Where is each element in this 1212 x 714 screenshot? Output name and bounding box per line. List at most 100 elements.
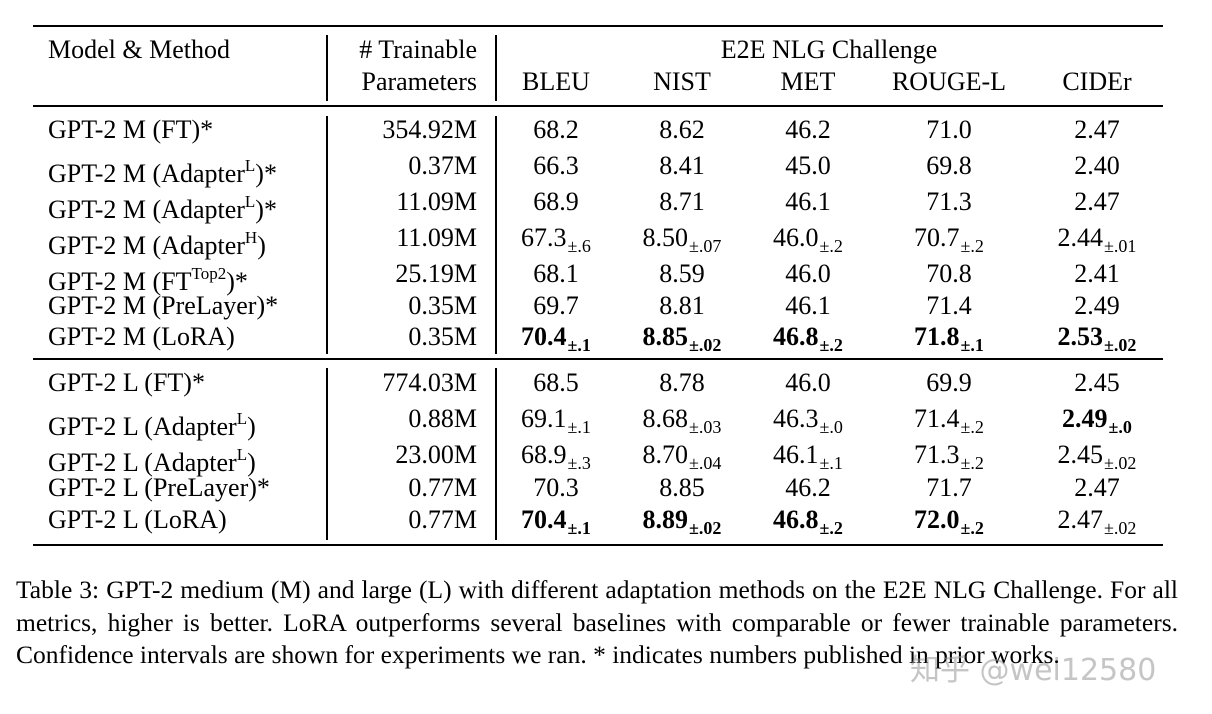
- cell-value: 46.0: [773, 223, 819, 252]
- cell-value: 46.2: [785, 473, 831, 502]
- cell-value: 8.68: [642, 404, 689, 433]
- vertical-divider-1: [326, 35, 328, 101]
- row-model-name: GPT-2 M (AdapterH): [48, 223, 266, 261]
- cell-nist: 8.62: [659, 115, 705, 145]
- model-name-suffix: )*: [226, 267, 248, 296]
- cell-cider: 2.41: [1074, 259, 1120, 289]
- cell-value: 2.41: [1074, 259, 1120, 288]
- row-params: 11.09M: [396, 223, 477, 252]
- cell-value: 71.8: [914, 322, 960, 351]
- cell-value: 46.8: [773, 505, 819, 534]
- model-name-text: GPT-2 L (LoRA): [48, 505, 227, 534]
- confidence-interval: ±.03: [689, 417, 722, 437]
- row-params: 0.35M: [408, 291, 477, 320]
- row-model-name: GPT-2 M (AdapterL)*: [48, 187, 277, 225]
- model-name-suffix: )*: [255, 195, 277, 224]
- cell-value: 68.1: [533, 259, 579, 288]
- model-name-text: GPT-2 M (PreLayer)*: [48, 291, 279, 320]
- cell-value: 2.47: [1074, 115, 1120, 144]
- cell-bleu: 68.2: [533, 115, 579, 145]
- cell-met: 46.0±.2: [773, 223, 843, 261]
- cell-value: 46.3: [773, 404, 819, 433]
- row-model-name: GPT-2 M (AdapterL)*: [48, 151, 277, 189]
- confidence-interval: ±.02: [1104, 518, 1137, 538]
- cell-bleu: 70.3: [533, 473, 579, 503]
- cell-value: 8.85: [642, 322, 689, 351]
- confidence-interval: ±.02: [1104, 453, 1137, 473]
- cell-value: 2.44: [1057, 223, 1104, 252]
- model-name-suffix: ): [247, 412, 256, 441]
- cell-met: 45.0: [785, 151, 831, 181]
- cell-bleu: 69.7: [533, 291, 579, 321]
- model-name-text: GPT-2 M (LoRA): [48, 322, 235, 351]
- cell-value: 67.3: [521, 223, 567, 252]
- cell-cider: 2.47: [1074, 473, 1120, 503]
- cell-nist: 8.68±.03: [643, 404, 722, 442]
- header-metric-bleu: BLEU: [522, 67, 590, 96]
- cell-bleu: 68.9±.3: [521, 440, 591, 478]
- header-metric-nist: NIST: [653, 67, 711, 96]
- model-name-superscript: L: [244, 156, 256, 175]
- cell-value: 2.45: [1074, 368, 1120, 397]
- cell-nist: 8.89±.02: [643, 505, 722, 543]
- cell-cider: 2.47±.02: [1058, 505, 1137, 543]
- confidence-interval: ±.02: [689, 335, 722, 355]
- cell-rouge-l: 71.3: [926, 187, 972, 217]
- cell-cider: 2.49±.0: [1062, 404, 1132, 442]
- confidence-interval: ±.2: [960, 518, 984, 538]
- row-params: 354.92M: [382, 115, 477, 144]
- confidence-interval: ±.01: [1104, 236, 1137, 256]
- cell-value: 46.1: [785, 291, 831, 320]
- cell-value: 2.47: [1057, 505, 1104, 534]
- cell-value: 70.3: [533, 473, 579, 502]
- cell-bleu: 70.4±.1: [521, 322, 591, 360]
- group-separator-rule: [33, 358, 1163, 360]
- model-name-text: GPT-2 M (FT: [48, 267, 192, 296]
- cell-nist: 8.50±.07: [643, 223, 722, 261]
- bottom-rule: [33, 544, 1163, 546]
- cell-value: 71.0: [926, 115, 972, 144]
- model-name-superscript: L: [236, 409, 248, 428]
- model-name-text: GPT-2 L (Adapter: [48, 448, 237, 477]
- watermark: 知乎 @wei12580: [910, 653, 1157, 688]
- cell-met: 46.8±.2: [773, 505, 843, 543]
- vertical-divider-2-section-l: [495, 368, 497, 540]
- confidence-interval: ±.1: [567, 518, 591, 538]
- header-metric-met: MET: [780, 67, 836, 96]
- cell-nist: 8.78: [659, 368, 705, 398]
- cell-value: 46.8: [773, 322, 819, 351]
- cell-value: 46.1: [773, 440, 819, 469]
- cell-met: 46.1: [785, 291, 831, 321]
- cell-bleu: 68.5: [533, 368, 579, 398]
- cell-met: 46.3±.0: [773, 404, 843, 442]
- cell-value: 2.53: [1057, 322, 1104, 351]
- cell-value: 8.62: [659, 115, 705, 144]
- cell-value: 46.1: [785, 187, 831, 216]
- confidence-interval: ±.0: [1108, 417, 1132, 437]
- row-model-name: GPT-2 M (PreLayer)*: [48, 291, 278, 321]
- cell-value: 8.78: [659, 368, 705, 397]
- cell-value: 70.4: [521, 322, 567, 351]
- cell-met: 46.1: [785, 187, 831, 217]
- cell-cider: 2.53±.02: [1058, 322, 1137, 360]
- cell-rouge-l: 69.8: [926, 151, 972, 181]
- table-caption: Table 3: GPT-2 medium (M) and large (L) …: [16, 575, 1178, 669]
- model-name-superscript: Top2: [191, 264, 227, 283]
- confidence-interval: ±.1: [960, 335, 984, 355]
- cell-rouge-l: 71.4: [926, 291, 972, 321]
- header-trainable-line1: # Trainable: [359, 35, 477, 64]
- cell-rouge-l: 69.9: [926, 368, 972, 398]
- confidence-interval: ±.2: [960, 417, 984, 437]
- row-params: 23.00M: [395, 440, 477, 469]
- cell-met: 46.2: [785, 115, 831, 145]
- cell-value: 8.41: [659, 151, 705, 180]
- cell-nist: 8.71: [659, 187, 705, 217]
- cell-value: 8.85: [659, 473, 705, 502]
- cell-value: 2.49: [1074, 291, 1120, 320]
- cell-value: 71.4: [926, 291, 972, 320]
- cell-met: 46.1±.1: [773, 440, 843, 478]
- row-params: 0.77M: [408, 505, 477, 534]
- cell-value: 45.0: [785, 151, 831, 180]
- confidence-interval: ±.07: [689, 236, 722, 256]
- cell-rouge-l: 71.0: [926, 115, 972, 145]
